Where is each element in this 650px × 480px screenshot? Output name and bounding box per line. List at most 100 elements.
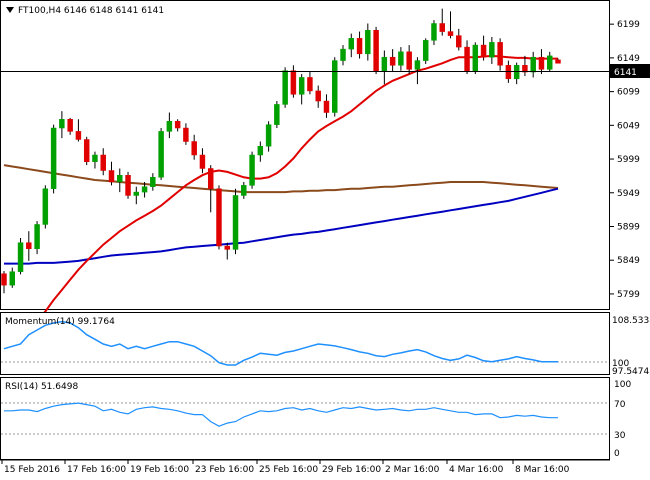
rsi-panel[interactable]: RSI(14) 51.6498 100 70 30 0	[0, 377, 632, 460]
time-tick-label: 15 Feb 2016	[4, 465, 60, 475]
candle	[340, 45, 346, 66]
bear-candle-body	[67, 119, 73, 132]
candle	[538, 49, 545, 75]
candle	[398, 47, 404, 71]
price-panel[interactable]: FT100,H4 6146 6148 6141 6141	[0, 0, 610, 349]
candle	[414, 57, 421, 85]
candle	[241, 181, 247, 199]
bear-candle-body	[174, 121, 181, 129]
candle	[356, 31, 363, 59]
bull-candle-body	[422, 40, 429, 61]
candle	[282, 67, 288, 108]
current-price-box	[610, 64, 650, 78]
bull-candle-body	[150, 177, 156, 187]
candle	[307, 72, 313, 95]
bear-candle-body	[1, 273, 7, 286]
time-tick-label: 8 Mar 16:00	[515, 465, 570, 475]
bear-candle-body	[216, 188, 222, 247]
bear-candle-body	[207, 168, 214, 189]
time-tick-label: 19 Feb 16:00	[130, 465, 189, 475]
candle	[323, 94, 330, 118]
candle	[522, 55, 528, 77]
bull-candle-body	[92, 154, 98, 162]
bull-candle-body	[166, 121, 173, 132]
bull-candle-body	[232, 195, 239, 250]
bear-candle-body	[75, 131, 82, 140]
ma-slow-line	[3, 164, 559, 194]
time-tick-label: 23 Feb 16:00	[195, 465, 254, 475]
candle	[17, 237, 24, 275]
bear-candle-body	[555, 59, 561, 64]
price-tick-label: 6049	[617, 121, 640, 131]
bear-candle-body	[356, 38, 363, 55]
bull-candle-body	[414, 60, 421, 70]
candle	[290, 65, 297, 98]
candle	[489, 36, 495, 64]
candle	[117, 168, 123, 193]
bear-candle-body	[26, 242, 32, 249]
price-tick-label: 5799	[617, 290, 640, 300]
bear-candle-body	[439, 23, 445, 32]
candle	[365, 23, 371, 61]
price-tick-label: 5999	[617, 155, 640, 165]
bull-candle-body	[398, 51, 404, 66]
rsi-label: RSI(14) 51.6498	[5, 382, 78, 392]
candle	[232, 188, 239, 255]
candles	[1, 8, 561, 294]
candle	[224, 242, 230, 260]
bull-candle-body	[59, 119, 65, 129]
bear-candle-body	[83, 139, 90, 162]
candle	[26, 231, 32, 261]
candle	[447, 11, 454, 39]
bear-candle-body	[315, 90, 321, 102]
candle	[50, 124, 57, 194]
candle	[9, 267, 15, 288]
bull-candle-body	[489, 42, 495, 58]
candle	[133, 186, 140, 205]
candle	[183, 123, 189, 145]
bear-candle-body	[191, 141, 197, 156]
rsi-tick-0: 0	[614, 449, 620, 459]
bull-candle-body	[431, 23, 437, 41]
price-tick-label: 5849	[617, 256, 640, 266]
candle	[472, 42, 479, 75]
candle	[59, 111, 65, 139]
bull-candle-body	[17, 242, 24, 272]
bear-candle-body	[522, 65, 528, 73]
momentum-tick-low: 97.5474	[612, 367, 649, 377]
price-tick-label: 5899	[617, 222, 640, 232]
bull-candle-body	[547, 55, 553, 70]
candle	[439, 8, 445, 36]
momentum-panel[interactable]: Momentum(14) 99.1764 108.5338 100 97.547…	[0, 312, 650, 378]
candle	[108, 161, 115, 186]
candle	[249, 151, 255, 189]
bull-candle-body	[274, 104, 280, 125]
momentum-label: Momentum(14) 99.1764	[5, 317, 115, 327]
candle	[332, 57, 338, 117]
candle	[92, 151, 98, 169]
bull-candle-body	[42, 188, 49, 225]
bear-candle-body	[373, 29, 379, 71]
bull-candle-body	[50, 127, 57, 189]
bear-candle-body	[497, 42, 503, 66]
current-price-label: 6141	[614, 68, 637, 78]
candle	[373, 26, 379, 75]
rsi-tick-30: 30	[614, 431, 626, 441]
bull-candle-body	[298, 77, 305, 95]
candle	[174, 119, 181, 132]
candle	[431, 20, 437, 46]
time-axis: 15 Feb 2016 17 Feb 16:00 19 Feb 16:00 23 Fe…	[0, 459, 610, 475]
candle	[298, 74, 305, 105]
candle	[257, 141, 264, 162]
candle	[158, 128, 164, 180]
bull-candle-body	[34, 224, 40, 249]
price-tick-label: 6199	[617, 20, 640, 30]
candle	[497, 38, 503, 71]
chart-shift-marker-icon	[6, 7, 14, 13]
time-tick-label: 4 Mar 16:00	[449, 465, 504, 475]
price-panel-frame	[0, 0, 610, 310]
candle	[34, 221, 40, 255]
momentum-tick-100: 100	[612, 359, 629, 369]
bear-candle-body	[456, 35, 462, 48]
bull-candle-body	[158, 131, 164, 178]
